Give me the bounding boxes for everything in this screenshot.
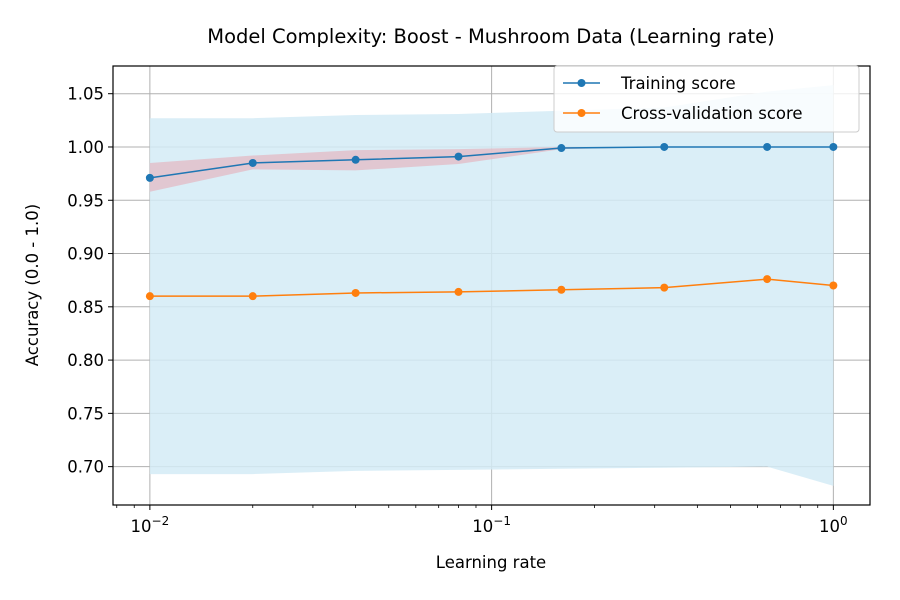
data-point-cross-validation-4 bbox=[557, 285, 566, 294]
y-tick-label-1: 0.75 bbox=[67, 404, 104, 423]
y-axis-label: Accuracy (0.0 - 1.0) bbox=[23, 204, 42, 366]
data-point-cross-validation-1 bbox=[248, 292, 257, 301]
data-point-cross-validation-7 bbox=[829, 281, 838, 290]
data-point-cross-validation-0 bbox=[145, 292, 154, 301]
series-lines bbox=[145, 142, 838, 301]
confidence-band-training bbox=[149, 146, 834, 192]
data-point-training-2 bbox=[351, 155, 360, 164]
data-point-training-0 bbox=[145, 173, 154, 182]
data-point-training-3 bbox=[454, 152, 463, 161]
legend-marker-cv bbox=[577, 109, 586, 117]
x-tick-exponent-0: −2 bbox=[152, 514, 170, 528]
y-tick-label-6: 1.00 bbox=[67, 138, 104, 157]
legend-marker-training bbox=[577, 79, 586, 87]
confidence-band-cross-validation bbox=[149, 85, 834, 486]
data-point-training-5 bbox=[660, 142, 669, 151]
series-line-training bbox=[149, 146, 834, 179]
data-point-cross-validation-3 bbox=[454, 287, 463, 296]
y-tick-label-5: 0.95 bbox=[67, 191, 104, 210]
legend-label-cv: Cross-validation score bbox=[621, 104, 803, 123]
data-point-cross-validation-5 bbox=[660, 283, 669, 292]
chart-title: Model Complexity: Boost - Mushroom Data … bbox=[207, 25, 775, 48]
data-point-cross-validation-6 bbox=[763, 275, 772, 284]
data-point-training-1 bbox=[248, 158, 257, 167]
x-tick-exponent-1: −1 bbox=[493, 514, 511, 528]
legend-frame bbox=[553, 65, 860, 133]
confidence-bands bbox=[149, 85, 834, 486]
data-point-training-4 bbox=[557, 144, 566, 153]
series-line-cross-validation bbox=[149, 278, 834, 297]
y-tick-label-4: 0.90 bbox=[67, 245, 104, 264]
legend-label-training: Training score bbox=[620, 74, 736, 93]
y-tick-label-2: 0.80 bbox=[67, 351, 104, 370]
y-tick-label-7: 1.05 bbox=[67, 85, 104, 104]
x-tick-exponent-2: 0 bbox=[840, 514, 848, 528]
data-point-training-6 bbox=[763, 142, 772, 151]
data-point-cross-validation-2 bbox=[351, 288, 360, 297]
y-tick-label-0: 0.70 bbox=[67, 458, 104, 477]
x-axis-label: Learning rate bbox=[436, 553, 546, 572]
legend: Training score Cross-validation score bbox=[553, 65, 860, 133]
y-tick-label-3: 0.85 bbox=[67, 298, 104, 317]
data-point-training-7 bbox=[829, 142, 838, 151]
